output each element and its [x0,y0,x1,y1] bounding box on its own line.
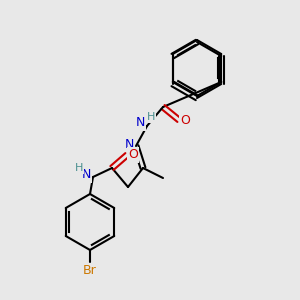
Text: O: O [180,113,190,127]
Text: Br: Br [83,265,97,278]
Text: H: H [75,163,83,173]
Text: H: H [147,112,155,122]
Text: N: N [135,116,145,130]
Text: N: N [81,169,91,182]
Text: O: O [128,148,138,161]
Text: N: N [124,137,134,151]
